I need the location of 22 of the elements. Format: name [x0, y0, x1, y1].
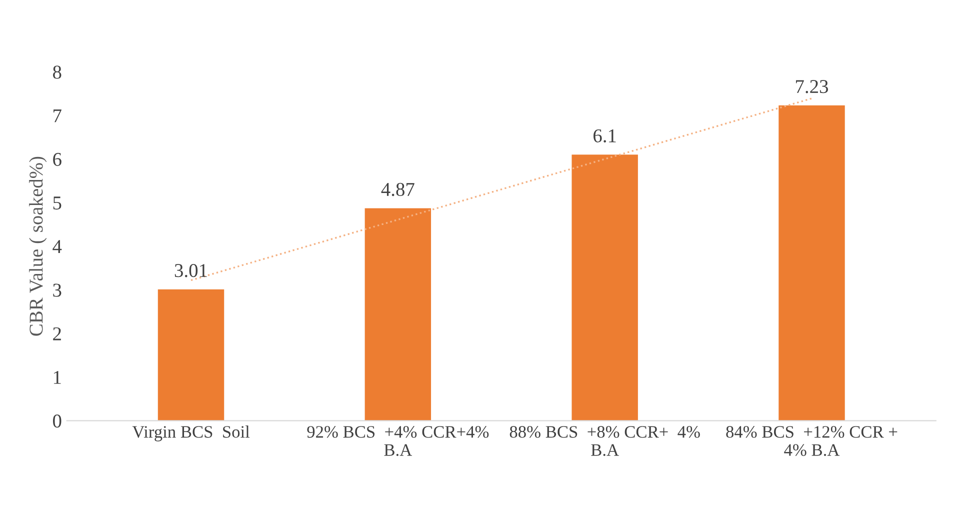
data-label: 4.87 — [381, 182, 414, 196]
x-tick-label: Virgin BCS Soil — [132, 426, 250, 442]
bar — [158, 289, 224, 421]
y-tick-label: 3 — [53, 284, 62, 297]
y-tick-label: 5 — [53, 196, 62, 210]
y-axis-title: CBR Value ( soaked%) — [29, 156, 47, 336]
y-tick-label: 4 — [52, 240, 62, 253]
y-tick-label: 1 — [54, 370, 61, 384]
data-label: 7.23 — [796, 80, 828, 94]
y-tick-label: 6 — [53, 152, 62, 166]
bar — [778, 105, 845, 421]
data-label: 6.1 — [594, 129, 616, 142]
y-tick-label: 2 — [53, 327, 61, 340]
bar — [364, 208, 432, 421]
x-tick-label: 84% BCS +12% CCR + 4% B.A — [726, 426, 898, 456]
y-tick-label: 8 — [53, 66, 62, 79]
x-tick-label: 92% BCS +4% CCR+4% B.A — [307, 426, 489, 456]
x-tick-label: 88% BCS +8% CCR+ 4% B.A — [510, 426, 700, 456]
y-tick-label: 7 — [54, 109, 62, 122]
bar — [572, 154, 638, 421]
y-tick-label: 0 — [53, 414, 62, 428]
data-label: 3.01 — [174, 264, 207, 278]
